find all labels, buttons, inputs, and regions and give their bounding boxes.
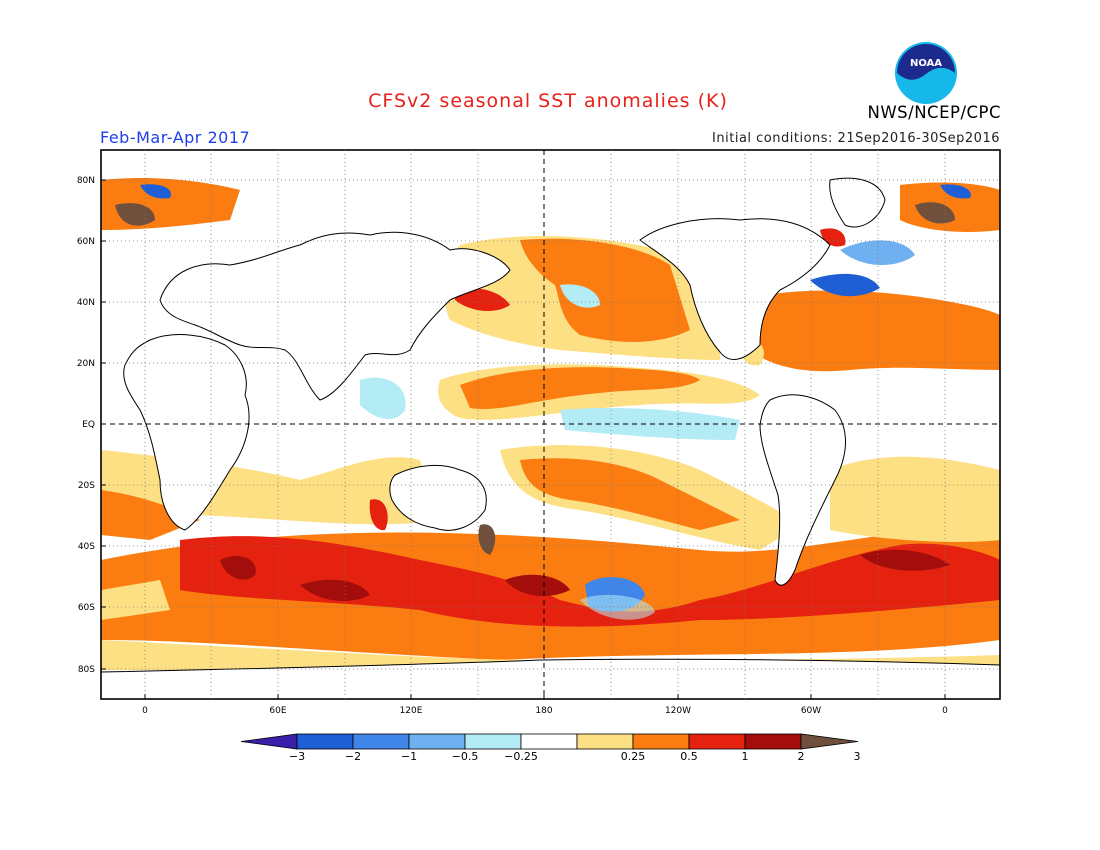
forecast-period: Feb-Mar-Apr 2017 xyxy=(100,128,251,147)
organization-label: NWS/NCEP/CPC xyxy=(867,103,1001,122)
lat-label: 80S xyxy=(78,665,95,675)
lon-label: 0 xyxy=(942,706,948,716)
lon-label: 180 xyxy=(535,706,552,716)
colorbar-segment xyxy=(688,733,746,750)
lat-label: 60S xyxy=(78,603,95,613)
initial-conditions: Initial conditions: 21Sep2016-30Sep2016 xyxy=(712,131,1000,146)
chart-title: CFSv2 seasonal SST anomalies (K) xyxy=(368,90,728,112)
lon-label: 120E xyxy=(400,706,423,716)
latitude-labels: 80N 60N 40N 20N EQ 20S 40S 60S 80S xyxy=(77,176,106,675)
lon-label: 0 xyxy=(142,706,148,716)
logo-text: NOAA xyxy=(910,58,942,69)
noaa-logo: NOAA xyxy=(895,42,957,104)
longitude-labels: 0 60E 120E 180 120W 60W 0 xyxy=(142,694,948,716)
colorbar-low-arrow xyxy=(240,733,298,750)
colorbar-high-arrow xyxy=(800,733,859,750)
colorbar: −3 −2 −1 −0.5 −0.25 0.25 0.5 1 2 3 xyxy=(240,733,861,763)
colorbar-label: 0.25 xyxy=(621,750,646,763)
colorbar-segment xyxy=(464,733,522,750)
colorbar-label: 2 xyxy=(798,750,805,763)
colorbar-label: 0.5 xyxy=(680,750,698,763)
lon-label: 60W xyxy=(801,706,821,716)
lon-label: 120W xyxy=(665,706,691,716)
lat-label: 60N xyxy=(77,237,95,247)
lat-label: 20S xyxy=(78,481,95,491)
colorbar-segment xyxy=(352,733,410,750)
lon-label: 60E xyxy=(269,706,286,716)
lat-label: 20N xyxy=(77,359,95,369)
lat-label: EQ xyxy=(82,420,95,430)
colorbar-label: −0.5 xyxy=(452,750,479,763)
colorbar-segment xyxy=(520,733,578,750)
colorbar-segment xyxy=(744,733,802,750)
colorbar-label: 3 xyxy=(854,750,861,763)
colorbar-segment xyxy=(632,733,690,750)
colorbar-segment xyxy=(576,733,634,750)
lat-label: 40S xyxy=(78,542,95,552)
colorbar-label: −2 xyxy=(345,750,361,763)
colorbar-label: −3 xyxy=(289,750,305,763)
colorbar-label: −0.25 xyxy=(504,750,538,763)
colorbar-segment xyxy=(296,733,354,750)
lat-label: 40N xyxy=(77,298,95,308)
colorbar-segment xyxy=(408,733,466,750)
colorbar-label: 1 xyxy=(742,750,749,763)
colorbar-label: −1 xyxy=(401,750,417,763)
lat-label: 80N xyxy=(77,176,95,186)
